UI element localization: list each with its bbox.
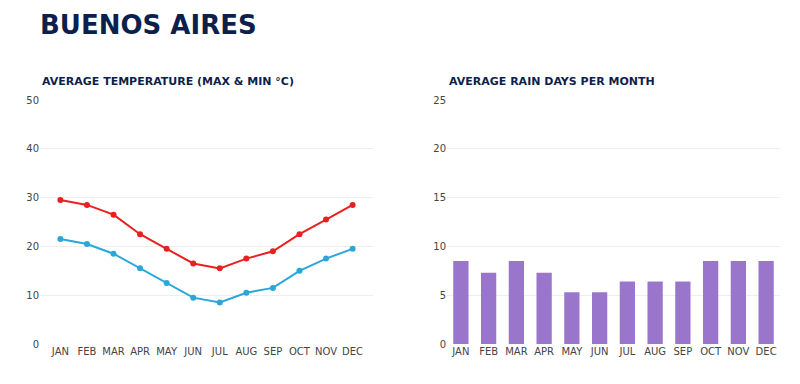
svg-text:OCT: OCT <box>289 346 311 357</box>
svg-text:AUG: AUG <box>235 346 257 357</box>
svg-text:DEC: DEC <box>342 346 363 357</box>
svg-text:JUL: JUL <box>211 346 228 357</box>
svg-text:OCT: OCT <box>700 346 722 357</box>
svg-text:DEC: DEC <box>756 346 777 357</box>
svg-text:AVERAGE RAIN DAYS PER MONTH: AVERAGE RAIN DAYS PER MONTH <box>449 75 655 88</box>
svg-text:NOV: NOV <box>727 346 749 357</box>
svg-text:0: 0 <box>33 339 39 350</box>
svg-text:MAR: MAR <box>102 346 124 357</box>
svg-text:10: 10 <box>26 290 39 301</box>
svg-text:NOV: NOV <box>315 346 337 357</box>
svg-text:JAN: JAN <box>451 346 469 357</box>
svg-text:JUN: JUN <box>183 346 202 357</box>
svg-text:SEP: SEP <box>674 346 693 357</box>
svg-text:JAN: JAN <box>51 346 69 357</box>
svg-text:10: 10 <box>433 241 446 252</box>
svg-text:0: 0 <box>440 339 446 350</box>
svg-text:MAY: MAY <box>561 346 583 357</box>
svg-text:JUL: JUL <box>618 346 635 357</box>
svg-text:FEB: FEB <box>77 346 96 357</box>
svg-text:50: 50 <box>26 95 39 106</box>
svg-text:FEB: FEB <box>479 346 498 357</box>
svg-text:APR: APR <box>534 346 554 357</box>
svg-text:MAY: MAY <box>156 346 178 357</box>
svg-text:SEP: SEP <box>264 346 283 357</box>
svg-text:AUG: AUG <box>644 346 666 357</box>
svg-text:40: 40 <box>26 143 39 154</box>
svg-text:5: 5 <box>440 290 446 301</box>
svg-text:20: 20 <box>26 241 39 252</box>
svg-text:20: 20 <box>433 143 446 154</box>
svg-text:JUN: JUN <box>590 346 609 357</box>
svg-text:MAR: MAR <box>505 346 527 357</box>
svg-text:AVERAGE TEMPERATURE (MAX & MIN: AVERAGE TEMPERATURE (MAX & MIN °C) <box>42 75 294 88</box>
svg-text:15: 15 <box>433 192 446 203</box>
svg-text:BUENOS AIRES: BUENOS AIRES <box>40 10 257 40</box>
svg-text:APR: APR <box>130 346 150 357</box>
svg-text:25: 25 <box>433 95 446 106</box>
svg-text:30: 30 <box>26 192 39 203</box>
